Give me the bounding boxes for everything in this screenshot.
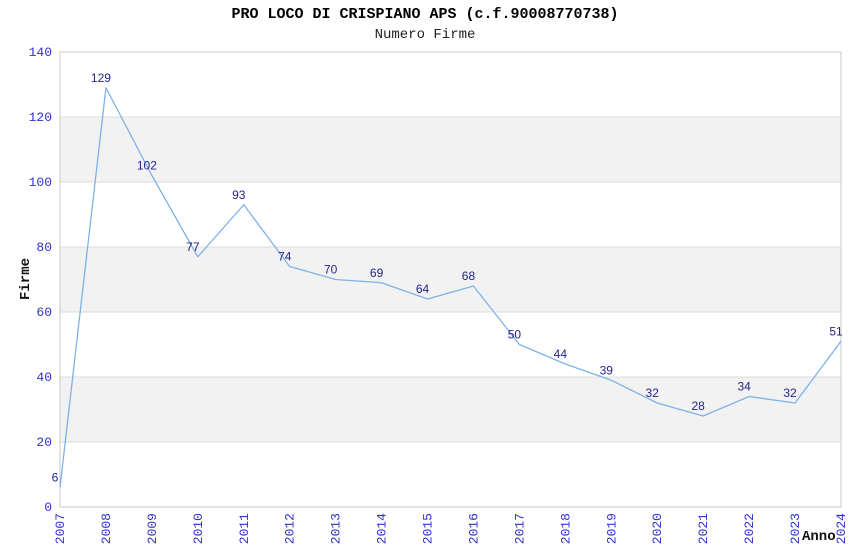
- y-tick-label: 100: [29, 175, 52, 190]
- data-point-label: 68: [462, 269, 476, 283]
- y-tick-label: 0: [44, 500, 52, 515]
- data-point-label: 6: [52, 471, 59, 485]
- data-point-label: 51: [829, 324, 843, 338]
- data-point-label: 129: [91, 71, 111, 85]
- x-tick-label: 2018: [558, 513, 573, 544]
- data-point-label: 93: [232, 188, 246, 202]
- chart-title: PRO LOCO DI CRISPIANO APS (c.f.900087707…: [231, 6, 619, 23]
- data-point-label: 50: [508, 328, 522, 342]
- data-point-label: 32: [646, 386, 660, 400]
- x-tick-label: 2015: [421, 513, 436, 544]
- data-line: [59, 87, 842, 488]
- y-tick-label: 20: [36, 435, 52, 450]
- x-tick-label: 2014: [375, 513, 390, 544]
- x-tick-label: 2011: [237, 513, 252, 544]
- data-point-label: 77: [186, 240, 200, 254]
- background-band: [60, 377, 841, 442]
- x-tick-label: 2016: [466, 513, 481, 544]
- plot-border: [59, 51, 842, 508]
- y-tick-label: 60: [36, 305, 52, 320]
- data-point-label: 102: [137, 159, 157, 173]
- data-point-label: 28: [691, 399, 705, 413]
- data-point-label: 64: [416, 282, 430, 296]
- data-point-label: 39: [600, 363, 614, 377]
- x-tick-label: 2008: [99, 513, 114, 544]
- x-tick-label: 2012: [283, 513, 298, 544]
- y-tick-label: 40: [36, 370, 52, 385]
- data-point-label: 70: [324, 263, 338, 277]
- x-tick-label: 2017: [512, 513, 527, 544]
- x-tick-label: 2019: [604, 513, 619, 544]
- x-tick-label: 2021: [696, 513, 711, 544]
- x-tick-label: 2007: [53, 513, 68, 544]
- data-point-label: 74: [278, 250, 292, 264]
- y-tick-label: 80: [36, 240, 52, 255]
- data-point-label: 32: [783, 386, 797, 400]
- data-point-label: 34: [737, 380, 751, 394]
- x-tick-label: 2010: [191, 513, 206, 544]
- x-tick-label: 2022: [742, 513, 757, 544]
- y-tick-label: 140: [29, 45, 52, 60]
- background-band: [60, 117, 841, 182]
- x-axis-title: Anno: [802, 529, 836, 545]
- data-point-label: 44: [554, 347, 568, 361]
- chart-subtitle: Numero Firme: [374, 27, 476, 43]
- x-tick-label: 2020: [650, 513, 665, 544]
- x-tick-label: 2013: [329, 513, 344, 544]
- data-point-label: 69: [370, 266, 384, 280]
- background-band: [60, 247, 841, 312]
- y-tick-label: 120: [29, 110, 52, 125]
- x-tick-label: 2009: [145, 513, 160, 544]
- x-tick-label: 2023: [788, 513, 803, 544]
- x-tick-label: 2024: [834, 513, 849, 544]
